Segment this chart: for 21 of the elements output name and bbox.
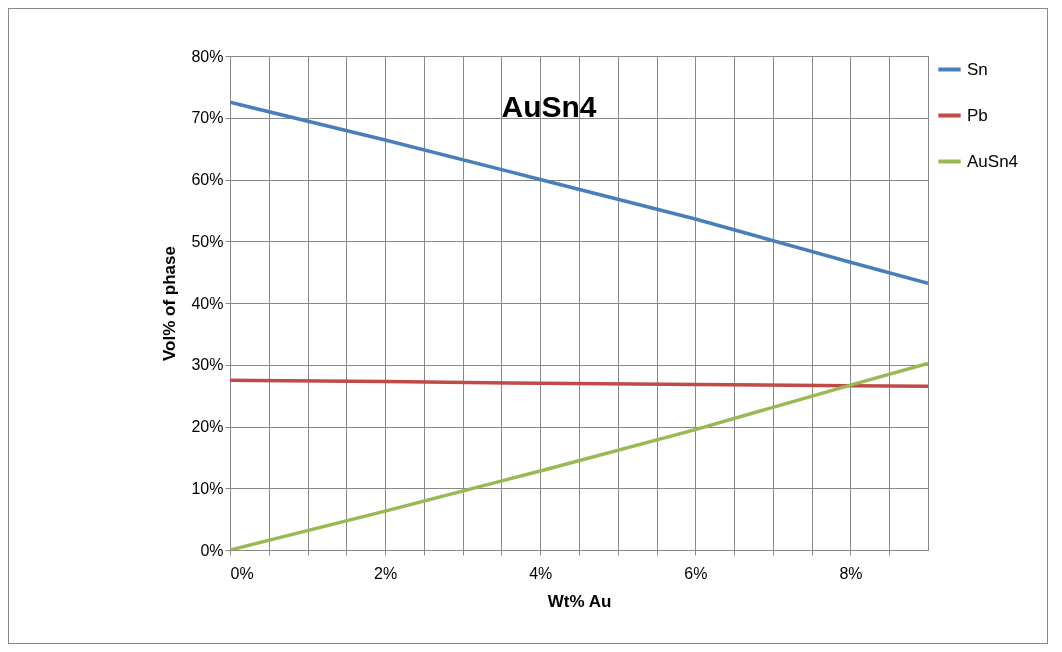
y-tick-label: 80% [191, 47, 224, 65]
y-tick-label: 60% [191, 171, 224, 188]
text: AuSn4 [501, 90, 597, 123]
y-axis-title: Vol% of phase [160, 246, 180, 361]
y-tick-label: 0% [200, 541, 224, 559]
legend-label: AuSn4 [967, 151, 1019, 171]
line-series [230, 378, 928, 389]
x-tick-label: 6% [684, 564, 708, 582]
x-axis-title: Wt% Au [547, 591, 612, 611]
x-tick-label: 2% [374, 564, 398, 582]
x-tick-label: 0% [230, 564, 254, 582]
x-tick-label: 8% [839, 564, 863, 582]
y-tick-label: 30% [191, 356, 224, 374]
x-tick-label: 4% [529, 564, 553, 582]
legend-label: Sn [967, 59, 988, 79]
y-tick-label: 10% [191, 479, 224, 497]
legend-label: Pb [967, 105, 988, 125]
y-tick-label: 50% [191, 232, 224, 250]
y-tick-label: 20% [191, 418, 224, 435]
y-tick-label: 70% [191, 109, 224, 127]
y-tick-label: 40% [191, 294, 224, 312]
